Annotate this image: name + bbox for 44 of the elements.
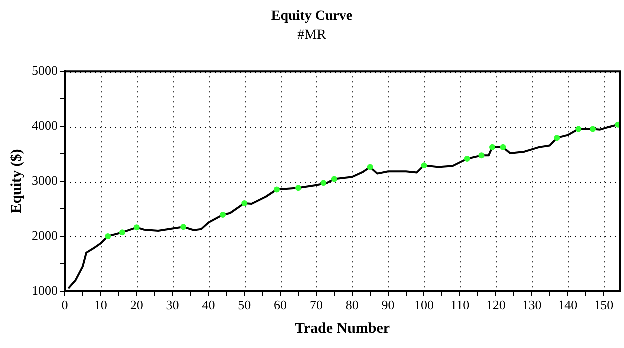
x-tick-label: 50 [238, 298, 252, 313]
x-tick-label: 110 [450, 298, 470, 313]
point [320, 180, 327, 186]
x-tick-label: 10 [94, 298, 108, 313]
point [554, 135, 560, 142]
x-tick-label: 20 [130, 298, 144, 313]
point [576, 126, 582, 132]
point [295, 185, 302, 192]
chart-subtitle: #MR [298, 28, 328, 43]
point [478, 152, 485, 159]
y-tick-label: 2000 [32, 228, 58, 243]
x-tick-label: 150 [594, 298, 614, 313]
point [180, 224, 187, 230]
x-tick-label: 100 [414, 298, 434, 313]
point [134, 224, 140, 231]
chart-title: Equity Curve [271, 9, 353, 24]
x-tick-label: 60 [274, 298, 288, 313]
x-tick-label: 70 [310, 298, 323, 313]
point [489, 144, 496, 150]
point [464, 156, 470, 162]
point [119, 230, 126, 236]
x-axis-title: Trade Number [294, 320, 390, 337]
point [331, 176, 338, 182]
point [274, 186, 280, 193]
y-axis-title: Equity ($) [8, 149, 25, 214]
point [590, 126, 596, 132]
x-tick-label: 40 [202, 298, 216, 313]
x-tick-label: 0 [62, 298, 68, 313]
point [220, 212, 226, 218]
x-tick-label: 140 [558, 298, 578, 313]
y-tick-label: 3000 [32, 172, 58, 188]
point [105, 233, 112, 240]
point [367, 164, 374, 170]
point [500, 144, 506, 150]
y-tick-label: 4000 [32, 118, 58, 133]
x-tick-label: 80 [346, 298, 359, 313]
x-tick-label: 120 [486, 298, 506, 313]
x-tick-label: 30 [166, 298, 180, 313]
x-tick-label: 90 [382, 298, 395, 313]
point [421, 162, 428, 169]
point [242, 200, 248, 206]
x-tick-label: 130 [522, 298, 542, 313]
y-tick-label: 5000 [32, 63, 58, 78]
y-tick-label: 1000 [32, 282, 58, 298]
